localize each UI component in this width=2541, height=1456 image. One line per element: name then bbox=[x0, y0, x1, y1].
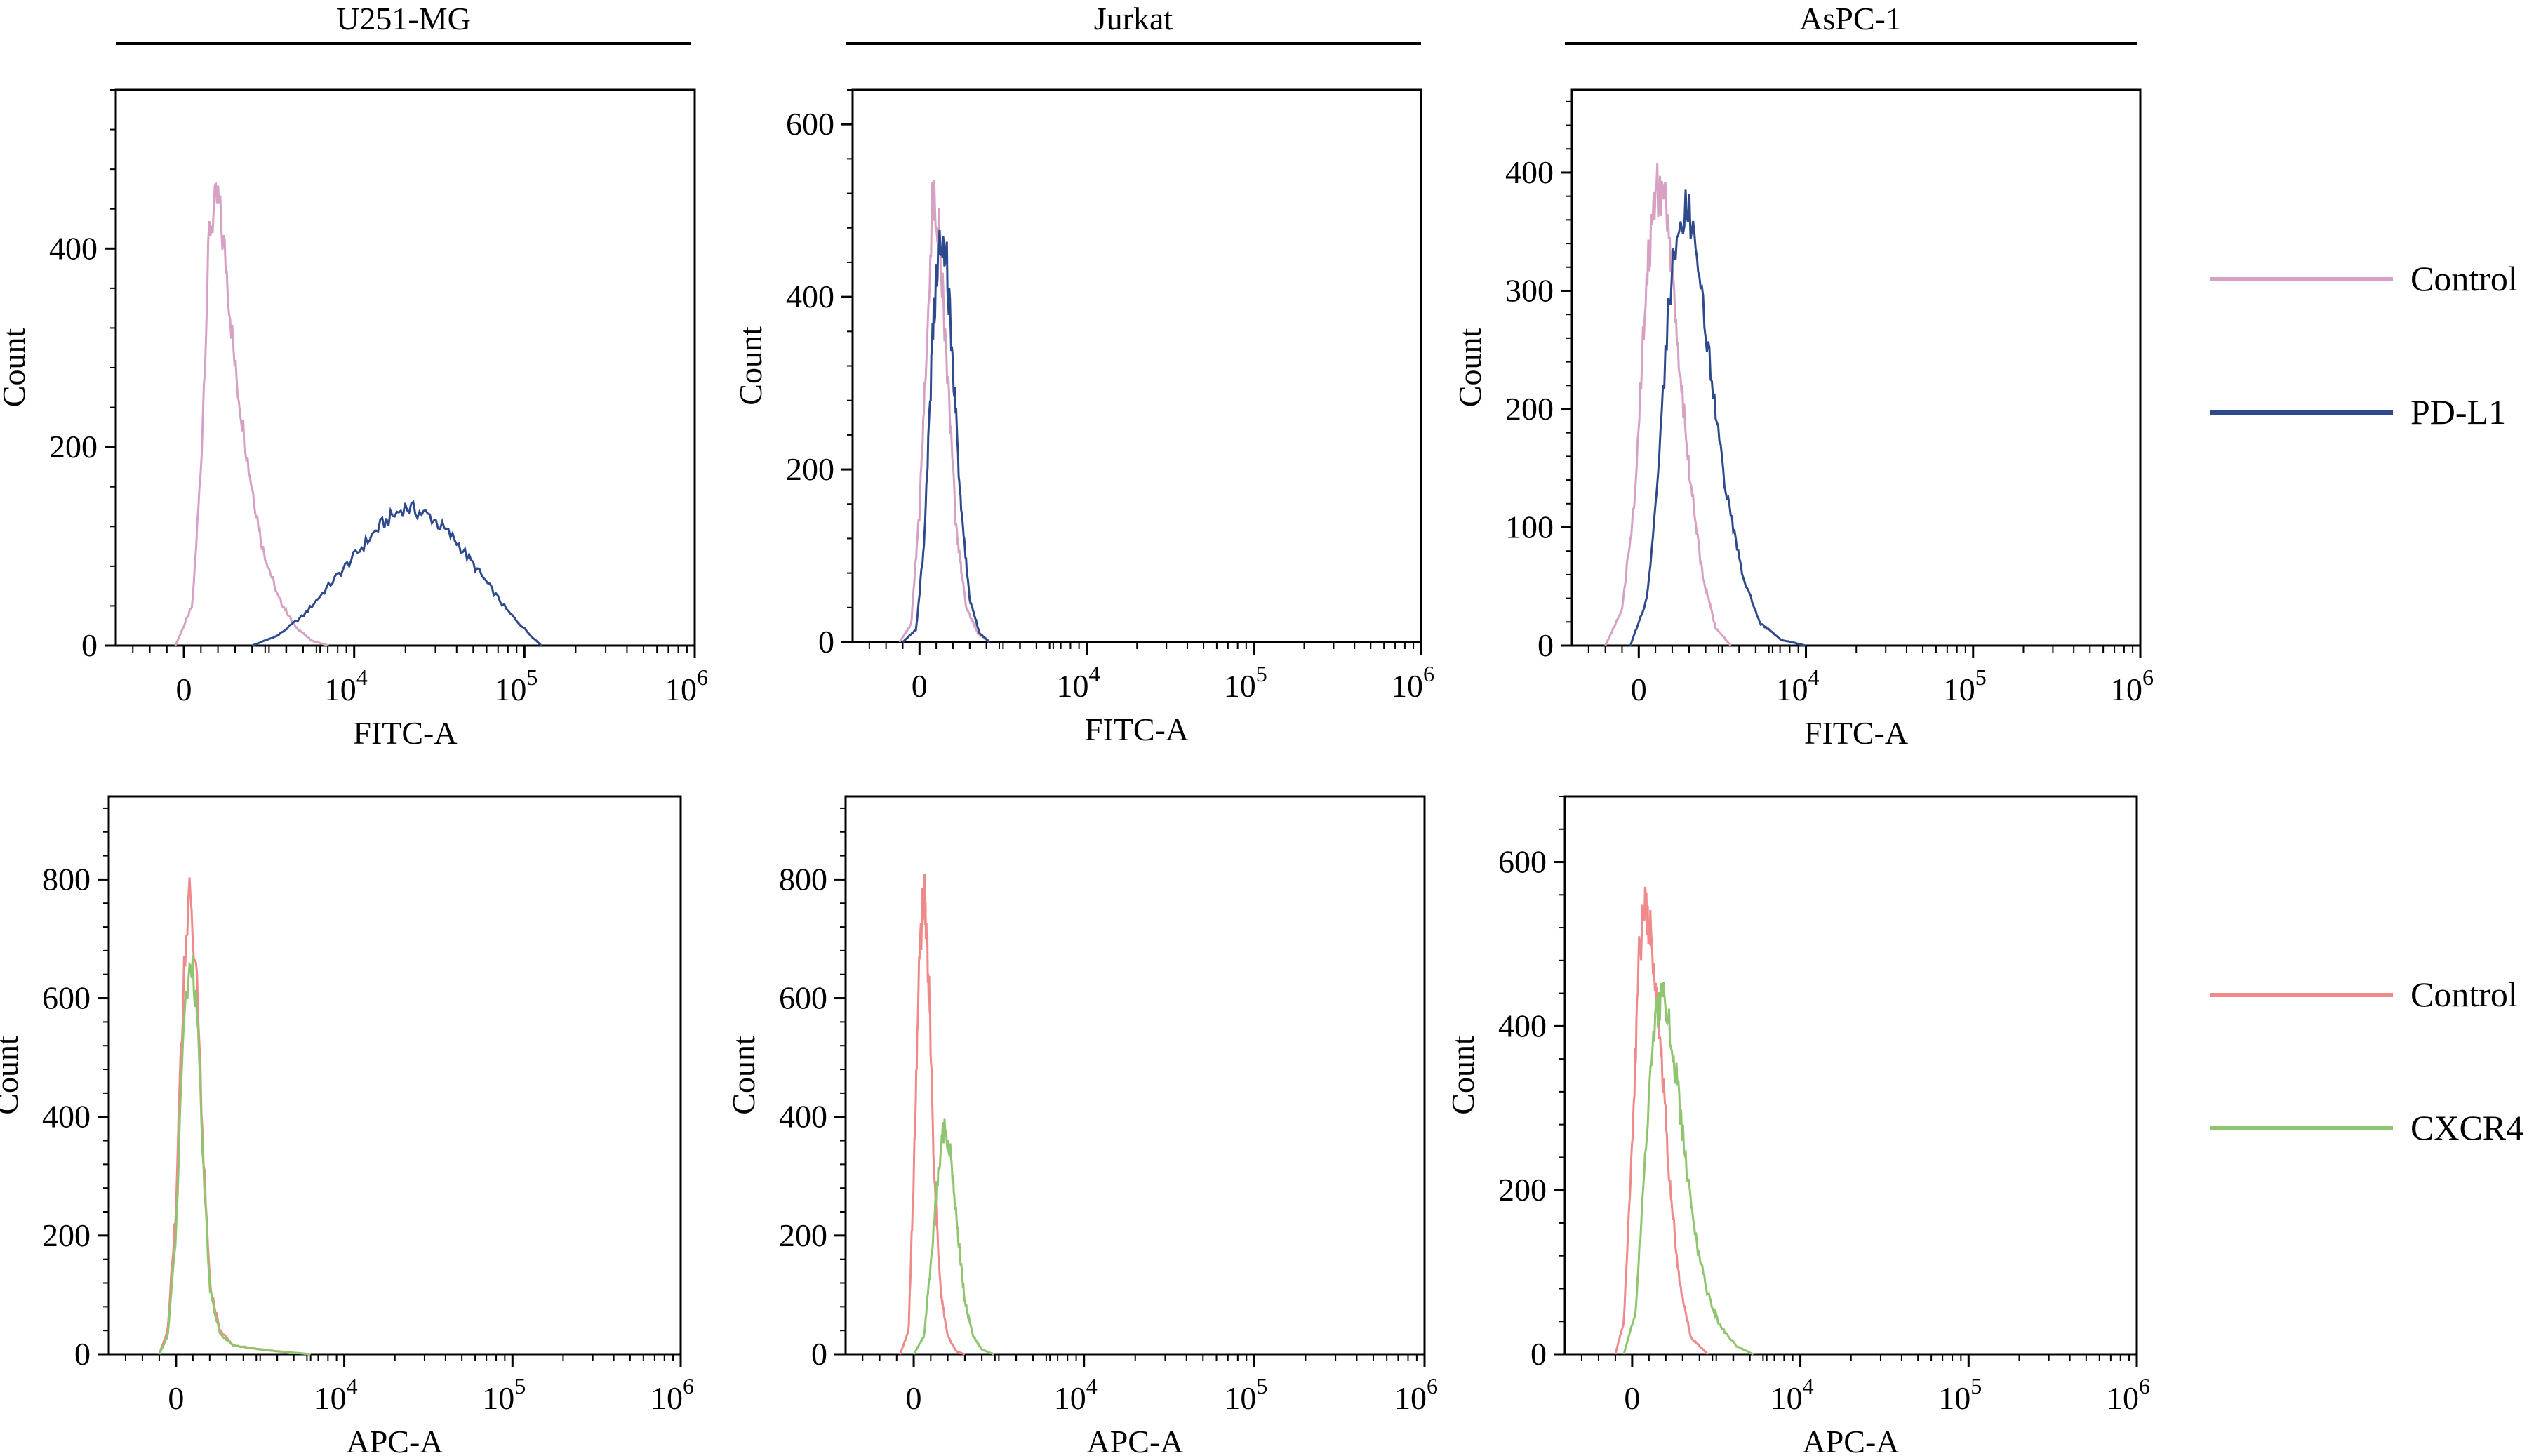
x-tick-label: 105 bbox=[1224, 1373, 1267, 1416]
x-tick-label: 104 bbox=[1770, 1373, 1814, 1416]
series-pd-l1-line bbox=[251, 500, 542, 647]
y-tick-label: 800 bbox=[42, 861, 91, 897]
legend-bottom-label-0: Control bbox=[2410, 975, 2518, 1014]
y-tick-label: 200 bbox=[49, 429, 98, 465]
y-tick-label: 400 bbox=[49, 230, 98, 266]
series-cxcr4-line bbox=[158, 955, 311, 1356]
y-tick-label: 200 bbox=[786, 451, 834, 487]
y-tick-label: 800 bbox=[779, 861, 827, 897]
histogram-panel-5: 0 200 400 600 0 104 105 106 APC-A Count bbox=[1445, 795, 2150, 1456]
histogram-panel-0: 0 200 400 0 104 105 106 FITC-A Count bbox=[0, 88, 708, 751]
column-header-2: AsPC-1 bbox=[1799, 1, 1902, 36]
series-control-line bbox=[899, 874, 966, 1356]
y-axis-title: Count bbox=[1452, 328, 1488, 408]
x-tick-label: 0 bbox=[1624, 1380, 1640, 1416]
x-tick-label: 106 bbox=[1391, 661, 1434, 704]
y-tick-label: 0 bbox=[811, 1336, 827, 1372]
x-tick-label: 0 bbox=[168, 1380, 184, 1416]
y-tick-label: 600 bbox=[42, 980, 91, 1016]
y-tick-label: 0 bbox=[1530, 1336, 1547, 1372]
x-tick-label: 104 bbox=[324, 664, 368, 707]
y-axis-title: Count bbox=[0, 1036, 25, 1115]
x-tick-label: 104 bbox=[1057, 661, 1100, 704]
x-tick-label: 106 bbox=[2110, 664, 2154, 707]
x-tick-label: 0 bbox=[176, 672, 192, 707]
x-tick-label: 0 bbox=[906, 1380, 922, 1416]
x-tick-label: 104 bbox=[314, 1373, 358, 1416]
x-axis-title: FITC-A bbox=[1804, 715, 1908, 751]
y-tick-label: 300 bbox=[1505, 272, 1554, 308]
y-tick-label: 400 bbox=[42, 1099, 91, 1135]
series-pd-l1-line bbox=[902, 229, 991, 643]
column-header-0: U251-MG bbox=[336, 1, 471, 36]
x-tick-label: 106 bbox=[1394, 1373, 1438, 1416]
y-tick-label: 400 bbox=[1505, 154, 1554, 190]
x-tick-label: 106 bbox=[665, 664, 708, 707]
x-tick-label: 105 bbox=[494, 664, 538, 707]
series-control-line bbox=[1604, 163, 1732, 646]
y-axis-title: Count bbox=[1445, 1036, 1481, 1115]
legend-top-label-0: Control bbox=[2410, 259, 2518, 298]
y-tick-label: 0 bbox=[81, 627, 98, 663]
x-tick-label: 104 bbox=[1776, 664, 1820, 707]
legend-bottom-label-1: CXCR4 bbox=[2410, 1108, 2523, 1147]
series-control-line bbox=[1614, 886, 1709, 1356]
y-tick-label: 0 bbox=[1538, 627, 1554, 663]
histogram-panel-3: 0 200 400 600 800 0 104 105 106 APC-A Count bbox=[0, 795, 694, 1456]
series-pd-l1-line bbox=[1629, 189, 1806, 647]
histogram-panels: 0 200 400 0 104 105 106 FITC-A Count 0 200 400 600 0 1… bbox=[0, 88, 2154, 1456]
series-cxcr4-line bbox=[1622, 982, 1754, 1356]
histogram-panel-1: 0 200 400 600 0 104 105 106 FITC-A Count bbox=[733, 88, 1434, 747]
y-tick-label: 600 bbox=[786, 106, 834, 142]
x-tick-label: 0 bbox=[912, 668, 928, 704]
histogram-panel-4: 0 200 400 600 800 0 104 105 106 APC-A Count bbox=[726, 795, 1438, 1456]
x-axis-title: APC-A bbox=[1802, 1424, 1899, 1456]
y-axis-title: Count bbox=[733, 326, 768, 406]
y-tick-label: 0 bbox=[74, 1336, 91, 1372]
y-tick-label: 600 bbox=[1498, 844, 1547, 880]
x-axis-title: FITC-A bbox=[1085, 712, 1189, 747]
series-cxcr4-line bbox=[912, 1118, 994, 1356]
y-tick-label: 200 bbox=[1498, 1172, 1547, 1208]
x-tick-label: 104 bbox=[1054, 1373, 1098, 1416]
x-tick-label: 105 bbox=[1224, 661, 1267, 704]
series-control-line bbox=[898, 179, 991, 643]
y-tick-label: 200 bbox=[779, 1217, 827, 1253]
legends: Control PD-L1 Control CXCR4 bbox=[2210, 259, 2523, 1147]
column-headers: U251-MG Jurkat AsPC-1 bbox=[116, 1, 2137, 45]
x-tick-label: 105 bbox=[1943, 664, 1987, 707]
histogram-panel-2: 0 100 200 300 400 0 104 105 106 FITC-A Count bbox=[1452, 88, 2154, 751]
series-control-line bbox=[174, 182, 329, 647]
y-axis-title: Count bbox=[726, 1036, 761, 1115]
y-tick-label: 100 bbox=[1505, 509, 1554, 545]
x-tick-label: 106 bbox=[2107, 1373, 2150, 1416]
y-axis-title: Count bbox=[0, 328, 32, 408]
x-axis-title: APC-A bbox=[1086, 1424, 1183, 1456]
x-axis-title: APC-A bbox=[346, 1424, 443, 1456]
y-tick-label: 200 bbox=[1505, 391, 1554, 427]
x-tick-label: 105 bbox=[482, 1373, 526, 1416]
y-tick-label: 0 bbox=[818, 624, 834, 660]
x-tick-label: 106 bbox=[651, 1373, 694, 1416]
y-tick-label: 600 bbox=[779, 980, 827, 1016]
x-tick-label: 0 bbox=[1631, 672, 1647, 707]
y-tick-label: 400 bbox=[779, 1099, 827, 1135]
y-tick-label: 200 bbox=[42, 1217, 91, 1253]
legend-top-label-1: PD-L1 bbox=[2410, 392, 2506, 432]
x-axis-title: FITC-A bbox=[353, 715, 457, 751]
x-tick-label: 105 bbox=[1938, 1373, 1982, 1416]
column-header-1: Jurkat bbox=[1094, 1, 1173, 36]
y-tick-label: 400 bbox=[1498, 1008, 1547, 1043]
y-tick-label: 400 bbox=[786, 279, 834, 314]
